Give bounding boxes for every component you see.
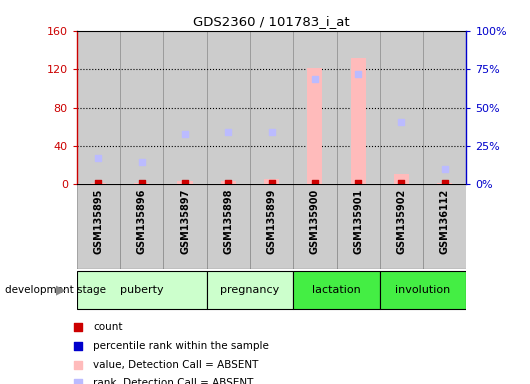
Bar	[207, 31, 250, 184]
Text: rank, Detection Call = ABSENT: rank, Detection Call = ABSENT	[93, 377, 254, 384]
Point	[181, 180, 189, 186]
Text: ▶: ▶	[56, 283, 66, 296]
Point	[440, 180, 449, 186]
Bar	[423, 184, 466, 269]
Bar	[293, 271, 380, 309]
Text: value, Detection Call = ABSENT: value, Detection Call = ABSENT	[93, 360, 259, 370]
Bar	[250, 184, 293, 269]
Bar	[163, 184, 207, 269]
Point	[73, 362, 82, 368]
Bar	[250, 31, 293, 184]
Bar	[120, 31, 163, 184]
Text: GSM136112: GSM136112	[440, 189, 450, 254]
Point	[94, 180, 103, 186]
Point	[137, 159, 146, 165]
Point	[398, 180, 406, 186]
Text: GSM135897: GSM135897	[180, 189, 190, 254]
Point	[94, 155, 103, 161]
Bar	[307, 68, 322, 184]
Bar	[77, 184, 120, 269]
Point	[440, 166, 449, 172]
Text: percentile rank within the sample: percentile rank within the sample	[93, 341, 269, 351]
Point	[267, 128, 276, 135]
Text: GSM135900: GSM135900	[310, 189, 320, 254]
Bar	[380, 271, 466, 309]
Text: development stage: development stage	[5, 285, 107, 295]
Bar	[394, 174, 409, 184]
Bar	[77, 31, 120, 184]
Text: GSM135899: GSM135899	[267, 189, 277, 254]
Point	[224, 128, 233, 135]
Point	[181, 131, 189, 137]
Bar	[178, 182, 192, 184]
Bar	[134, 183, 149, 184]
Point	[267, 180, 276, 186]
Bar	[337, 184, 380, 269]
Title: GDS2360 / 101783_i_at: GDS2360 / 101783_i_at	[193, 15, 350, 28]
Bar	[380, 31, 423, 184]
Bar	[77, 271, 207, 309]
Text: GSM135902: GSM135902	[396, 189, 407, 254]
Bar	[163, 31, 207, 184]
Point	[224, 180, 233, 186]
Text: puberty: puberty	[120, 285, 164, 295]
Point	[137, 180, 146, 186]
Bar	[207, 184, 250, 269]
Bar	[207, 271, 293, 309]
Bar	[293, 184, 337, 269]
Bar	[221, 182, 236, 184]
Bar	[380, 184, 423, 269]
Bar	[351, 58, 366, 184]
Bar	[337, 31, 380, 184]
Text: GSM135898: GSM135898	[223, 189, 233, 254]
Point	[73, 379, 82, 384]
Bar	[91, 183, 106, 184]
Bar	[264, 179, 279, 184]
Text: GSM135896: GSM135896	[137, 189, 147, 254]
Text: pregnancy: pregnancy	[220, 285, 280, 295]
Bar	[293, 31, 337, 184]
Point	[73, 343, 82, 349]
Point	[311, 180, 319, 186]
Point	[354, 71, 363, 77]
Text: lactation: lactation	[312, 285, 361, 295]
Bar	[423, 31, 466, 184]
Point	[311, 76, 319, 82]
Point	[73, 324, 82, 330]
Text: GSM135895: GSM135895	[93, 189, 103, 254]
Bar	[120, 184, 163, 269]
Point	[354, 180, 363, 186]
Text: involution: involution	[395, 285, 450, 295]
Text: count: count	[93, 322, 123, 332]
Point	[398, 119, 406, 125]
Text: GSM135901: GSM135901	[353, 189, 363, 254]
